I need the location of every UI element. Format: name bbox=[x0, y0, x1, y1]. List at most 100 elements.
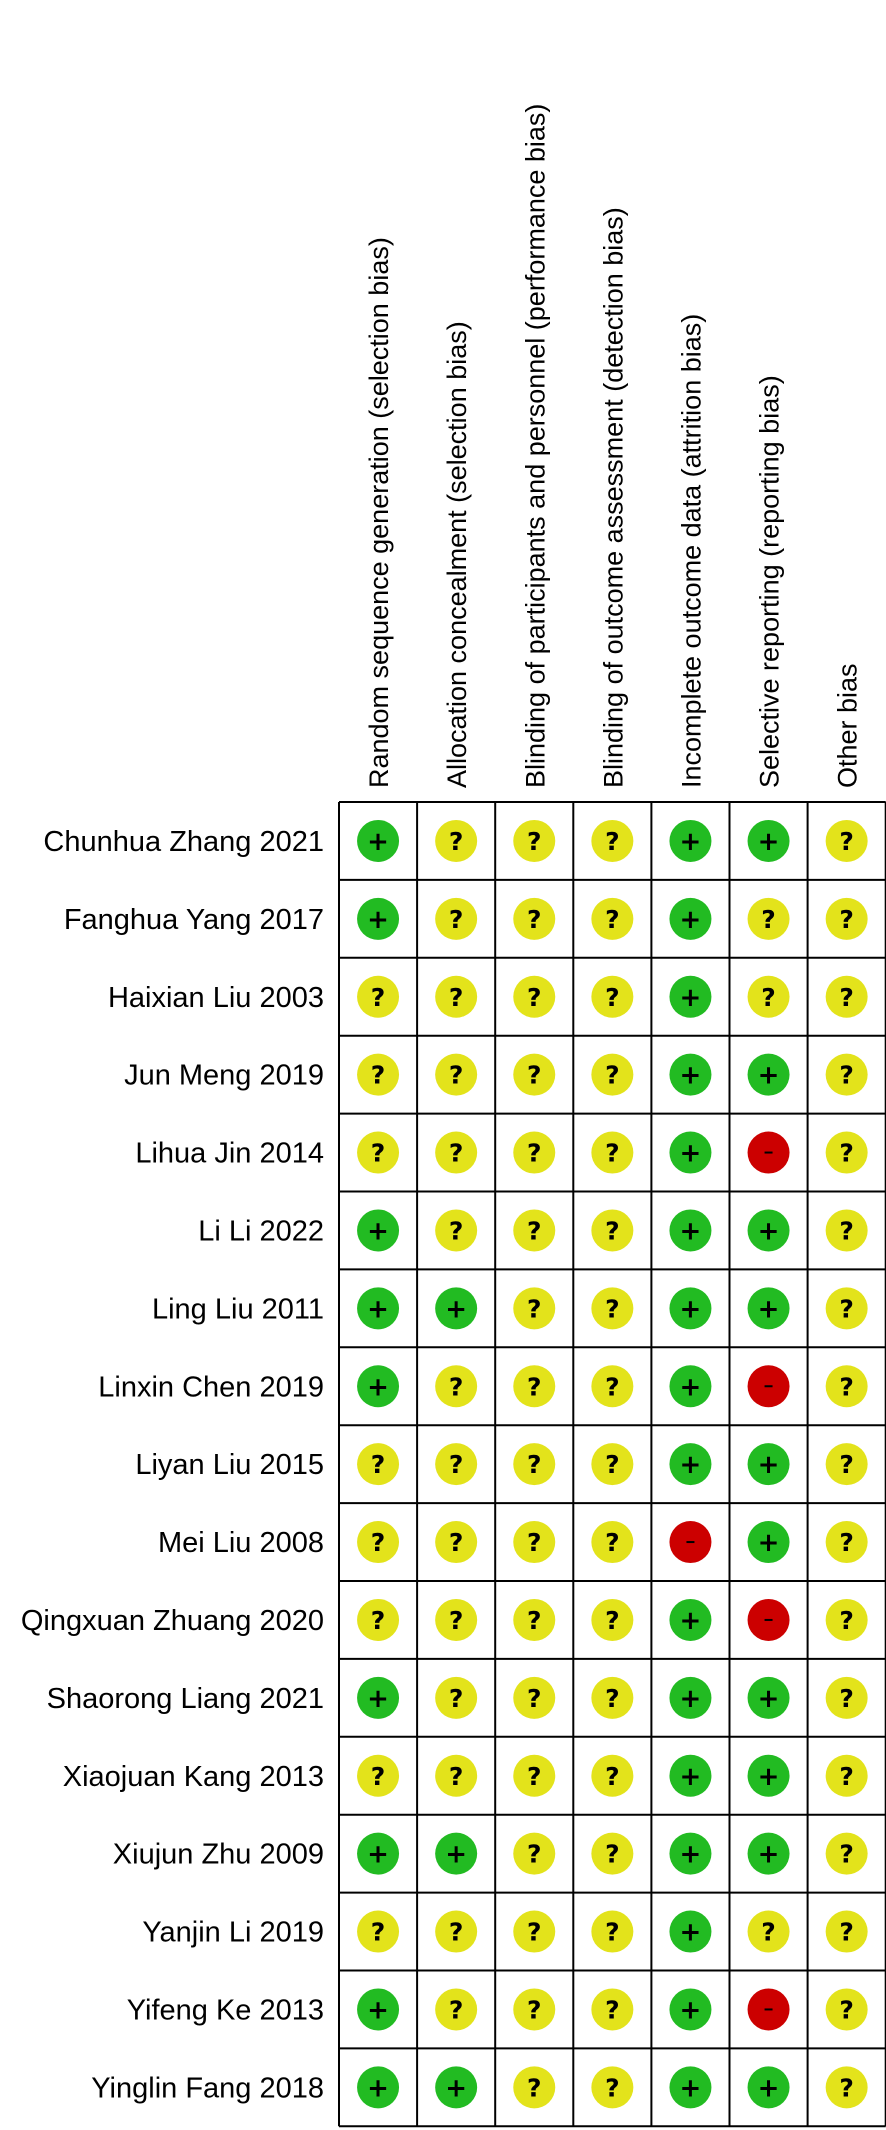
judgement-unclear-circle bbox=[825, 1209, 868, 1252]
judgement-unclear-circle bbox=[591, 1443, 634, 1486]
judgement-low-cell: + bbox=[357, 819, 400, 862]
plus-icon: + bbox=[758, 1528, 780, 1558]
judgement-unclear-cell: ? bbox=[591, 1443, 634, 1486]
plus-icon: + bbox=[680, 1139, 702, 1169]
judgement-unclear-cell: ? bbox=[435, 1598, 478, 1641]
judgement-unclear-circle bbox=[513, 1988, 556, 2031]
question-icon: ? bbox=[527, 905, 542, 934]
plus-icon: + bbox=[758, 1450, 780, 1480]
judgement-low-cell: + bbox=[747, 1754, 790, 1797]
judgement-unclear-circle bbox=[825, 2066, 868, 2109]
plus-icon: + bbox=[758, 1216, 780, 1246]
study-label: Chunhua Zhang 2021 bbox=[43, 826, 324, 858]
judgement-unclear-circle bbox=[435, 1910, 478, 1953]
question-icon: ? bbox=[605, 2073, 620, 2102]
judgement-unclear-circle bbox=[825, 819, 868, 862]
judgement-high-cell bbox=[747, 1365, 790, 1408]
study-label: Linxin Chen 2019 bbox=[98, 1371, 324, 1403]
judgement-low-circle bbox=[435, 1832, 478, 1875]
judgement-unclear-cell: ? bbox=[357, 1910, 400, 1953]
judgement-high-cell bbox=[747, 1131, 790, 1174]
judgement-unclear-circle bbox=[435, 975, 478, 1018]
judgement-low-circle bbox=[357, 819, 400, 862]
plus-icon: + bbox=[758, 1840, 780, 1870]
judgement-unclear-circle bbox=[357, 1598, 400, 1641]
question-icon: ? bbox=[449, 983, 464, 1012]
judgement-unclear-circle bbox=[357, 1131, 400, 1174]
study-label: Liyan Liu 2015 bbox=[135, 1449, 324, 1481]
question-icon: ? bbox=[605, 1528, 620, 1557]
judgement-unclear-circle bbox=[435, 897, 478, 940]
judgement-low-circle bbox=[669, 1988, 712, 2031]
column-label: Other bias bbox=[833, 663, 863, 788]
judgement-unclear-cell: ? bbox=[513, 897, 556, 940]
judgement-low-cell: + bbox=[669, 1209, 712, 1252]
plus-icon: + bbox=[367, 1372, 389, 1402]
judgement-unclear-cell: ? bbox=[513, 1053, 556, 1096]
judgement-unclear-circle bbox=[513, 2066, 556, 2109]
judgement-low-circle bbox=[669, 2066, 712, 2109]
judgement-unclear-circle bbox=[825, 1287, 868, 1330]
judgement-unclear-circle bbox=[435, 1598, 478, 1641]
judgement-low-circle bbox=[747, 819, 790, 862]
judgement-unclear-cell: ? bbox=[435, 1754, 478, 1797]
judgement-low-circle bbox=[357, 1988, 400, 2031]
judgement-unclear-circle bbox=[435, 1209, 478, 1252]
judgement-low-circle bbox=[357, 1365, 400, 1408]
question-icon: ? bbox=[839, 1216, 854, 1245]
question-icon: ? bbox=[449, 1528, 464, 1557]
judgement-low-circle bbox=[669, 819, 712, 862]
judgement-low-circle bbox=[669, 1365, 712, 1408]
judgement-unclear-cell: ? bbox=[357, 1598, 400, 1641]
judgement-unclear-cell: ? bbox=[825, 1676, 868, 1719]
question-icon: ? bbox=[839, 1762, 854, 1791]
judgement-unclear-cell: ? bbox=[435, 819, 478, 862]
study-label: Mei Liu 2008 bbox=[158, 1527, 324, 1559]
question-icon: ? bbox=[605, 1762, 620, 1791]
judgement-unclear-cell: ? bbox=[825, 1209, 868, 1252]
judgement-low-circle bbox=[357, 897, 400, 940]
judgement-low-cell: + bbox=[747, 1287, 790, 1330]
question-icon: ? bbox=[761, 1918, 776, 1947]
judgement-unclear-cell: ? bbox=[591, 1910, 634, 1953]
column-label: Incomplete outcome data (attrition bias) bbox=[676, 314, 706, 788]
judgement-low-cell: + bbox=[669, 1910, 712, 1953]
plus-icon: + bbox=[367, 827, 389, 857]
judgement-unclear-circle bbox=[825, 975, 868, 1018]
plus-icon: + bbox=[367, 1995, 389, 2025]
judgement-unclear-circle bbox=[591, 1988, 634, 2031]
judgement-unclear-circle bbox=[435, 1521, 478, 1564]
question-icon: ? bbox=[527, 2073, 542, 2102]
plus-icon: + bbox=[758, 2073, 780, 2103]
judgement-unclear-circle bbox=[513, 897, 556, 940]
plus-icon: + bbox=[680, 1372, 702, 1402]
judgement-unclear-cell: ? bbox=[591, 975, 634, 1018]
judgement-low-circle bbox=[435, 1287, 478, 1330]
question-icon: ? bbox=[605, 1606, 620, 1635]
plus-icon: + bbox=[367, 1840, 389, 1870]
question-icon: ? bbox=[527, 1606, 542, 1635]
judgement-low-cell: + bbox=[669, 819, 712, 862]
judgement-low-circle bbox=[747, 1754, 790, 1797]
plus-icon: + bbox=[758, 1294, 780, 1324]
question-icon: ? bbox=[605, 1450, 620, 1479]
question-icon: ? bbox=[527, 1995, 542, 2024]
plus-icon: + bbox=[680, 983, 702, 1013]
column-label: Random sequence generation (selection bi… bbox=[364, 237, 394, 788]
judgement-unclear-cell: ? bbox=[357, 975, 400, 1018]
judgement-unclear-cell: ? bbox=[357, 1131, 400, 1174]
judgement-unclear-circle bbox=[357, 1521, 400, 1564]
judgement-unclear-circle bbox=[513, 1832, 556, 1875]
judgement-high-cell bbox=[669, 1521, 712, 1564]
judgement-unclear-cell: ? bbox=[747, 975, 790, 1018]
judgement-unclear-circle bbox=[435, 1676, 478, 1719]
judgement-unclear-circle bbox=[825, 897, 868, 940]
judgement-low-circle bbox=[669, 1676, 712, 1719]
question-icon: ? bbox=[449, 1762, 464, 1791]
judgement-unclear-cell: ? bbox=[591, 1521, 634, 1564]
judgement-unclear-cell: ? bbox=[513, 1676, 556, 1719]
study-label: Shaorong Liang 2021 bbox=[47, 1683, 324, 1715]
question-icon: ? bbox=[449, 1061, 464, 1090]
judgement-unclear-cell: ? bbox=[513, 1988, 556, 2031]
